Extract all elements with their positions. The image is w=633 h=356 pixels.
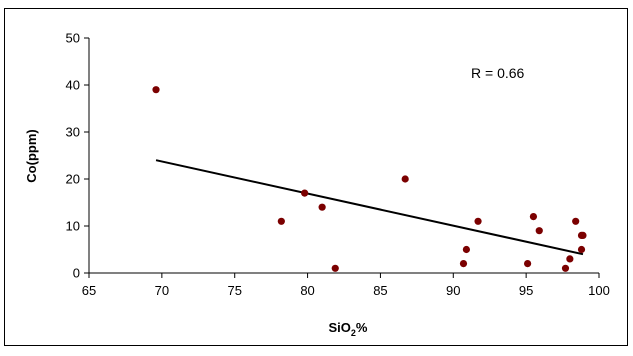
chart-frame (4, 8, 628, 346)
data-point (474, 217, 482, 225)
data-point (301, 189, 309, 197)
y-tick-label: 50 (66, 31, 80, 46)
x-axis-title-subscript: 2 (351, 328, 356, 338)
data-point (152, 86, 160, 94)
data-point (318, 203, 326, 211)
y-tick-label: 0 (73, 266, 80, 281)
data-point (529, 213, 538, 221)
x-tick-label: 80 (300, 283, 314, 298)
y-tick-label: 20 (66, 172, 80, 187)
data-point (524, 260, 532, 268)
y-axis-title: Co(ppm) (24, 129, 39, 182)
data-point (401, 175, 409, 183)
x-tick-label: 90 (446, 283, 460, 298)
x-tick-label: 70 (155, 283, 169, 298)
data-points (152, 86, 587, 272)
correlation-annotation: R = 0.66 (471, 65, 525, 81)
y-tick-label: 40 (66, 78, 80, 93)
x-axis-ticks: 65 70 75 80 85 90 95 100 (82, 273, 610, 298)
x-tick-label: 65 (82, 283, 96, 298)
x-axis-title-main: SiO (329, 320, 351, 335)
x-tick-label: 75 (227, 283, 241, 298)
data-point (572, 217, 580, 225)
x-tick-label: 95 (519, 283, 533, 298)
data-point (462, 245, 470, 254)
x-axis-title: SiO2% (329, 320, 368, 338)
data-point (535, 227, 543, 235)
y-tick-label: 10 (66, 219, 80, 234)
y-tick-label: 30 (66, 125, 80, 140)
data-point (561, 264, 570, 272)
data-point (577, 245, 586, 254)
data-point (331, 264, 339, 272)
x-axis-title-suffix: % (356, 320, 368, 335)
y-axis-ticks: 0 10 20 30 40 50 (66, 31, 89, 281)
data-point (277, 217, 285, 225)
trend-line (155, 159, 584, 256)
x-tick-label: 85 (373, 283, 387, 298)
data-point (566, 255, 574, 263)
x-tick-label: 100 (588, 283, 610, 298)
data-point (579, 231, 587, 239)
data-point (459, 260, 468, 268)
